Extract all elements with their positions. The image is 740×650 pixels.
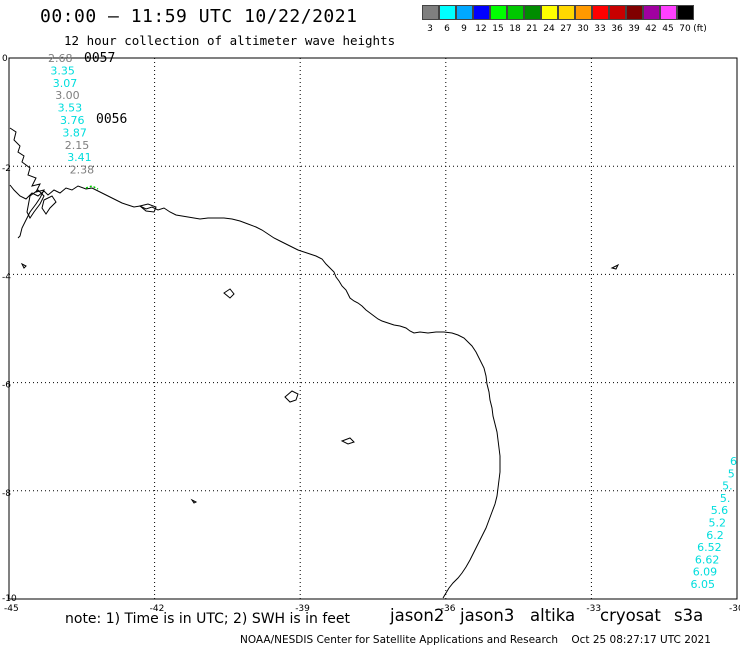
coastline xyxy=(9,127,620,599)
swh-value-right: 5.2 xyxy=(709,517,727,530)
lon-tick-label: -45 xyxy=(4,604,19,614)
legend-swatch-9 xyxy=(456,5,473,20)
island-7 xyxy=(190,498,198,504)
pass-label-0056: 0056 xyxy=(96,112,127,127)
legend-swatch-15 xyxy=(490,5,507,20)
island-3 xyxy=(284,390,299,403)
swh-value-right: 6.2 xyxy=(706,529,724,542)
map-grid xyxy=(9,58,737,599)
swh-value-left: 3.35 xyxy=(50,64,75,77)
credit-text: NOAA/NESDIS Center for Satellite Applica… xyxy=(240,634,558,646)
legend-label-27: 27 xyxy=(560,24,572,34)
delta-island-2 xyxy=(41,195,57,215)
satellite-cryosat: cryosat xyxy=(600,606,661,625)
swh-value-left: 3.53 xyxy=(58,102,83,115)
satellite-jason2: jason2 xyxy=(390,606,445,625)
credit-line: NOAA/NESDIS Center for Satellite Applica… xyxy=(240,634,711,646)
legend-label-12: 12 xyxy=(475,24,487,34)
legend-label-18: 18 xyxy=(509,24,521,34)
swh-value-right: 6.05 xyxy=(691,578,716,591)
legend-label-33: 33 xyxy=(594,24,606,34)
lon-tick-label: -30 xyxy=(729,604,740,614)
swh-values-left-track: 2.683.353.073.003.533.763.872.153.412.38 xyxy=(48,52,94,177)
island-2 xyxy=(223,288,235,299)
legend-label-6: 6 xyxy=(444,24,450,34)
lat-tick-label: -10 xyxy=(2,594,17,604)
island-6 xyxy=(20,262,27,269)
swh-value-left: 3.41 xyxy=(67,151,92,164)
legend-label-70: 70 xyxy=(679,24,691,34)
swh-value-left: 2.38 xyxy=(70,164,95,177)
swh-value-right: 5. xyxy=(722,480,733,493)
axis-tick-labels: -45 -42 -39 -36 -33 -30 0 -2 -4 -6 -8 -10 xyxy=(2,54,740,614)
legend-label-42: 42 xyxy=(645,24,657,34)
legend-swatch-21 xyxy=(524,5,541,20)
swh-value-right: 5 xyxy=(728,467,735,480)
delta-island-1 xyxy=(26,189,45,219)
legend-label-24: 24 xyxy=(543,24,555,34)
legend-label-3: 3 xyxy=(427,24,433,34)
generated-timestamp: Oct 25 08:27:17 UTC 2021 xyxy=(571,634,711,646)
swh-value-left: 3.07 xyxy=(53,77,78,90)
legend-label-30: 30 xyxy=(577,24,589,34)
legend-label-39: 39 xyxy=(628,24,640,34)
pass-label-0057: 0057 xyxy=(84,51,115,66)
swh-value-right: 6.62 xyxy=(695,553,720,566)
legend-swatch-18 xyxy=(507,5,524,20)
swh-value-right: 5.6 xyxy=(711,504,729,517)
swh-value-left: 2.15 xyxy=(65,139,90,152)
lat-tick-label: 0 xyxy=(2,54,8,64)
satellite-jason3: jason3 xyxy=(460,606,515,625)
swh-value-left: 2.68 xyxy=(48,52,73,65)
footer-note: note: 1) Time is in UTC; 2) SWH is in fe… xyxy=(65,611,351,627)
swh-value-right: 6.52 xyxy=(697,541,722,554)
legend-swatch-39 xyxy=(626,5,643,20)
legend-swatch-36 xyxy=(609,5,626,20)
mainland-coast xyxy=(9,184,501,599)
legend-label-45: 45 xyxy=(662,24,674,34)
map-title: 00:00 – 11:59 UTC 10/22/2021 xyxy=(40,6,358,27)
map-frame xyxy=(8,57,738,600)
legend-label-9: 9 xyxy=(461,24,467,34)
delta-coast xyxy=(9,127,45,239)
legend-swatch-70 xyxy=(677,5,694,20)
legend-swatch-12 xyxy=(473,5,490,20)
legend-label-36: 36 xyxy=(611,24,623,34)
swh-value-right: 6.09 xyxy=(693,566,718,579)
swh-value-right: 5. xyxy=(720,492,731,505)
lon-tick-label: -39 xyxy=(295,604,310,614)
legend-swatch-27 xyxy=(558,5,575,20)
lon-tick-label: -42 xyxy=(150,604,165,614)
swh-value-left: 3.00 xyxy=(55,89,79,102)
swh-value-right: 6 xyxy=(730,455,737,468)
swh-value-left: 3.87 xyxy=(62,126,87,139)
satellite-s3a: s3a xyxy=(674,606,704,625)
legend-swatch-30 xyxy=(575,5,592,20)
legend-swatch-45 xyxy=(660,5,677,20)
lat-tick-label: -6 xyxy=(2,381,11,391)
map-subtitle: 12 hour collection of altimeter wave hei… xyxy=(64,33,396,48)
lat-tick-label: -8 xyxy=(2,489,11,499)
lon-tick-label: -33 xyxy=(586,604,601,614)
legend-swatch-33 xyxy=(592,5,609,20)
lon-tick-label: -36 xyxy=(441,604,456,614)
swh-values-right-track: 655.5.5.65.26.26.526.626.096.05 xyxy=(691,455,738,591)
satellite-altika: altika xyxy=(530,606,576,625)
lat-tick-label: -2 xyxy=(2,164,11,174)
legend-swatch-24 xyxy=(541,5,558,20)
legend-unit: (ft) xyxy=(693,24,707,34)
island-1 xyxy=(138,203,157,213)
legend-label-15: 15 xyxy=(492,24,504,34)
lat-tick-label: -4 xyxy=(2,272,11,282)
legend-swatch-6 xyxy=(439,5,456,20)
swh-value-left: 3.76 xyxy=(60,114,85,127)
legend-label-21: 21 xyxy=(526,24,538,34)
island-5 xyxy=(610,263,620,270)
legend-swatch-42 xyxy=(643,5,660,20)
island-4 xyxy=(340,437,355,445)
legend-swatch-3 xyxy=(422,5,439,20)
